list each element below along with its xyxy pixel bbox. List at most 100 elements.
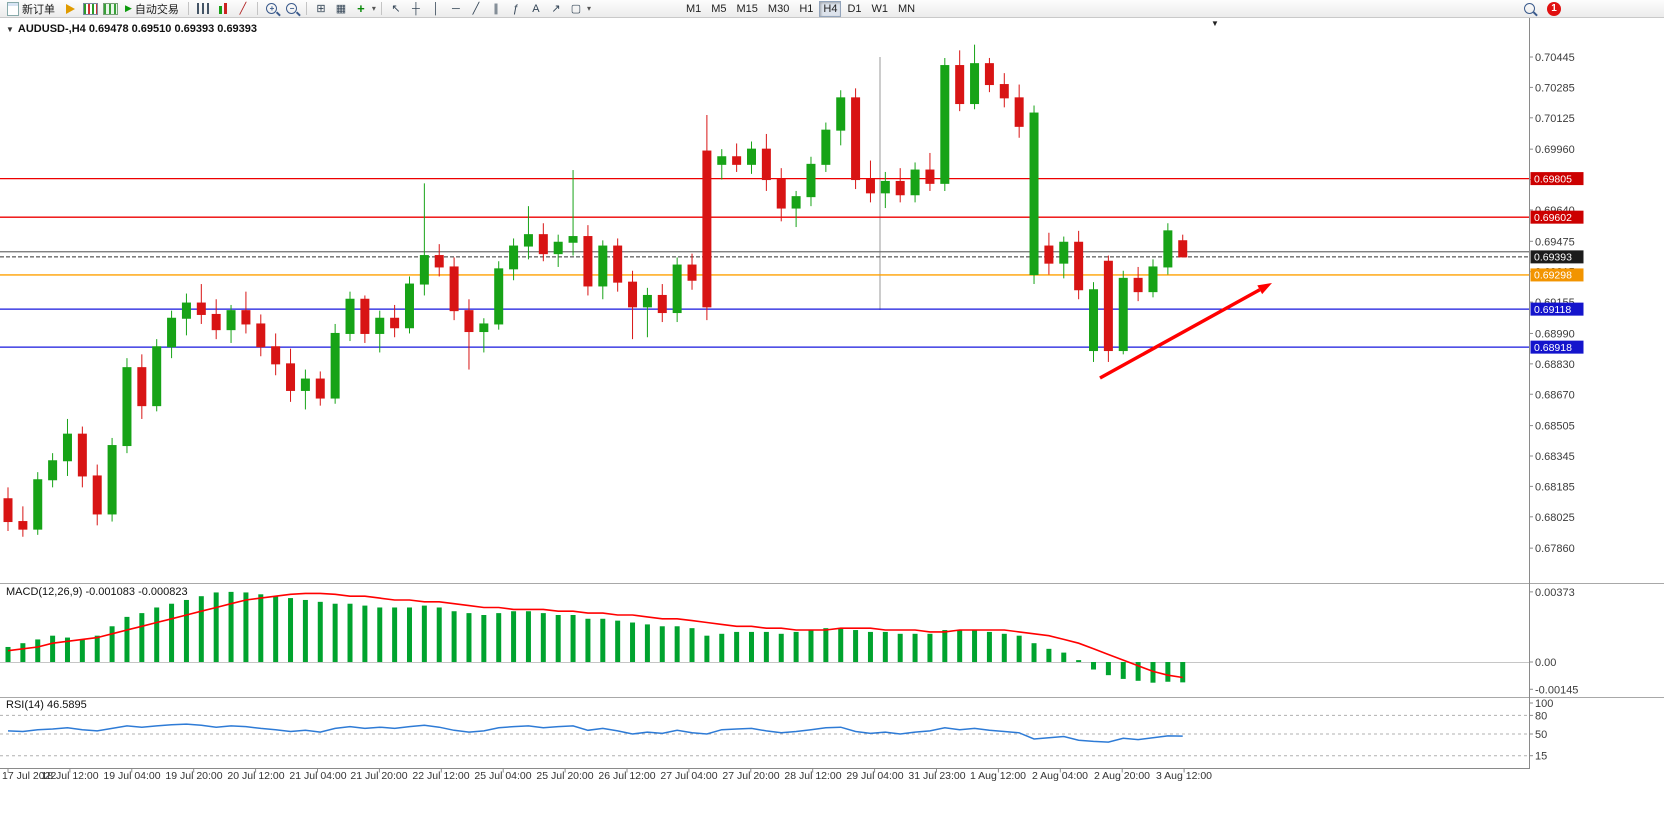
tf-h4-button[interactable]: H4 bbox=[819, 0, 842, 17]
time-label: 21 Jul 04:00 bbox=[289, 770, 347, 782]
profiles-button[interactable] bbox=[101, 1, 119, 17]
time-label: 19 Jul 04:00 bbox=[103, 770, 161, 782]
svg-text:0.69960: 0.69960 bbox=[1535, 144, 1575, 156]
svg-text:0.68025: 0.68025 bbox=[1535, 512, 1575, 524]
search-icon bbox=[1523, 3, 1535, 14]
svg-text:0.00373: 0.00373 bbox=[1535, 587, 1575, 599]
tf-mn-button[interactable]: MN bbox=[898, 2, 916, 15]
chart-title: ▼ AUDUSD-,H4 0.69478 0.69510 0.69393 0.6… bbox=[6, 23, 257, 35]
time-label: 28 Jul 12:00 bbox=[784, 770, 842, 782]
time-label: 25 Jul 20:00 bbox=[536, 770, 594, 782]
separator bbox=[187, 2, 189, 15]
svg-text:0.69118: 0.69118 bbox=[1534, 304, 1571, 316]
zoom-in-button[interactable]: + bbox=[263, 1, 281, 17]
text-tool-button[interactable]: A bbox=[532, 2, 540, 15]
cursor-tool-button[interactable]: ↖ bbox=[391, 3, 401, 15]
zoom-in-icon: + bbox=[266, 3, 278, 14]
new-order-button[interactable]: 新订单 bbox=[3, 1, 59, 17]
macd-indicator-label: MACD(12,26,9) -0.001083 -0.000823 bbox=[6, 586, 188, 598]
svg-text:0.69475: 0.69475 bbox=[1535, 236, 1575, 248]
svg-text:0.70125: 0.70125 bbox=[1535, 113, 1575, 125]
svg-text:0.70445: 0.70445 bbox=[1535, 52, 1575, 64]
separator bbox=[256, 2, 258, 15]
fibonacci-tool-button[interactable]: ƒ bbox=[512, 2, 519, 15]
svg-text:0.69298: 0.69298 bbox=[1534, 270, 1572, 282]
profile-chart-icon bbox=[102, 2, 118, 15]
alert-button[interactable] bbox=[61, 1, 79, 17]
svg-text:0.69602: 0.69602 bbox=[1534, 212, 1572, 224]
svg-text:0.69393: 0.69393 bbox=[1534, 252, 1572, 264]
svg-text:0.68670: 0.68670 bbox=[1535, 389, 1575, 401]
candlestick-mode-button[interactable] bbox=[214, 1, 232, 17]
tf-d1-button[interactable]: D1 bbox=[847, 2, 862, 15]
svg-text:0.70285: 0.70285 bbox=[1535, 82, 1575, 94]
price-chart-canvas[interactable]: 0.704450.702850.701250.699600.698000.696… bbox=[0, 18, 1664, 839]
vertical-line-tool-button[interactable]: │ bbox=[432, 2, 440, 15]
time-label: 27 Jul 20:00 bbox=[722, 770, 780, 782]
zoom-out-icon: − bbox=[286, 3, 298, 14]
trendline-tool-button[interactable]: ╱ bbox=[472, 3, 480, 15]
time-label: 2 Aug 20:00 bbox=[1093, 770, 1151, 782]
arrows-tool-button[interactable]: ↗ bbox=[551, 3, 561, 15]
time-label: 20 Jul 12:00 bbox=[227, 770, 285, 782]
svg-text:15: 15 bbox=[1535, 751, 1547, 763]
svg-text:0.68345: 0.68345 bbox=[1535, 451, 1575, 463]
chart-scroll-marker-icon[interactable]: ▼ bbox=[1211, 19, 1219, 28]
svg-text:0.68990: 0.68990 bbox=[1535, 328, 1575, 340]
tf-m15-button[interactable]: M15 bbox=[736, 2, 758, 15]
time-label: 31 Jul 23:00 bbox=[908, 770, 966, 782]
tools-caret-icon[interactable]: ▾ bbox=[586, 4, 591, 13]
toolbar-right-group: 1 bbox=[1520, 1, 1561, 17]
new-order-icon bbox=[7, 1, 19, 16]
search-button[interactable] bbox=[1520, 1, 1538, 17]
new-order-label: 新订单 bbox=[22, 3, 55, 16]
time-label: 29 Jul 04:00 bbox=[846, 770, 904, 782]
time-label: 18 Jul 12:00 bbox=[41, 770, 99, 782]
tf-m1-button[interactable]: M1 bbox=[685, 2, 702, 15]
svg-text:0.68505: 0.68505 bbox=[1535, 421, 1575, 433]
tf-w1-button[interactable]: W1 bbox=[871, 2, 889, 15]
svg-text:0.67860: 0.67860 bbox=[1535, 543, 1575, 555]
tf-h1-button[interactable]: H1 bbox=[799, 2, 814, 15]
horn-icon bbox=[65, 3, 75, 14]
indicators-caret-icon[interactable]: ▾ bbox=[371, 4, 376, 13]
svg-text:0.69805: 0.69805 bbox=[1534, 173, 1572, 185]
time-label: 21 Jul 20:00 bbox=[350, 770, 408, 782]
svg-text:0.68830: 0.68830 bbox=[1535, 359, 1575, 371]
crosshair-tool-button[interactable]: ┼ bbox=[412, 2, 420, 15]
collapse-triangle-icon[interactable]: ▼ bbox=[6, 24, 14, 34]
notification-badge[interactable]: 1 bbox=[1547, 1, 1561, 16]
svg-text:100: 100 bbox=[1535, 698, 1553, 710]
time-label: 25 Jul 04:00 bbox=[474, 770, 532, 782]
symbol-ohlc-text: AUDUSD-,H4 0.69478 0.69510 0.69393 0.693… bbox=[17, 23, 258, 35]
channel-tool-button[interactable]: ∥ bbox=[493, 3, 499, 15]
horizontal-line-tool-button[interactable]: ─ bbox=[452, 2, 460, 15]
tile-windows-button[interactable]: ⊞ bbox=[316, 3, 326, 15]
separator bbox=[380, 2, 382, 15]
tf-m30-button[interactable]: M30 bbox=[767, 2, 790, 15]
time-label: 3 Aug 12:00 bbox=[1155, 770, 1213, 782]
timeframe-group: M1 M5 M15 M30 H1 H4 D1 W1 MN bbox=[681, 0, 920, 17]
time-label: 19 Jul 20:00 bbox=[165, 770, 223, 782]
line-chart-mode-button[interactable]: ╱ bbox=[239, 3, 247, 15]
svg-text:0.68918: 0.68918 bbox=[1534, 342, 1572, 354]
shapes-tool-button[interactable]: ▢ bbox=[570, 3, 582, 15]
auto-trading-button[interactable]: ▶ 自动交易 bbox=[121, 1, 183, 17]
chart-window-icon bbox=[82, 2, 98, 15]
time-label: 22 Jul 12:00 bbox=[412, 770, 470, 782]
arrange-windows-button[interactable]: ▦ bbox=[335, 3, 347, 15]
bar-chart-mode-button[interactable] bbox=[194, 1, 212, 17]
toolbar: 新订单 ▶ 自动交易 ╱ + − ⊞ ▦ + ▾ ↖ ┼ │ ─ ╱ ∥ ƒ A… bbox=[0, 0, 1664, 18]
bar-chart-icon bbox=[196, 3, 209, 14]
zoom-out-button[interactable]: − bbox=[283, 1, 301, 17]
svg-text:0.00: 0.00 bbox=[1535, 657, 1556, 669]
svg-text:80: 80 bbox=[1535, 710, 1547, 722]
indicators-button[interactable]: + bbox=[357, 1, 365, 16]
new-chart-button[interactable] bbox=[81, 1, 99, 17]
tf-m5-button[interactable]: M5 bbox=[711, 2, 727, 15]
time-label: 27 Jul 04:00 bbox=[660, 770, 718, 782]
candlestick-icon bbox=[218, 3, 227, 14]
time-label: 26 Jul 12:00 bbox=[598, 770, 656, 782]
time-axis[interactable]: 17 Jul 2022 18 Jul 12:00 19 Jul 04:00 19 Ju… bbox=[0, 770, 1530, 786]
